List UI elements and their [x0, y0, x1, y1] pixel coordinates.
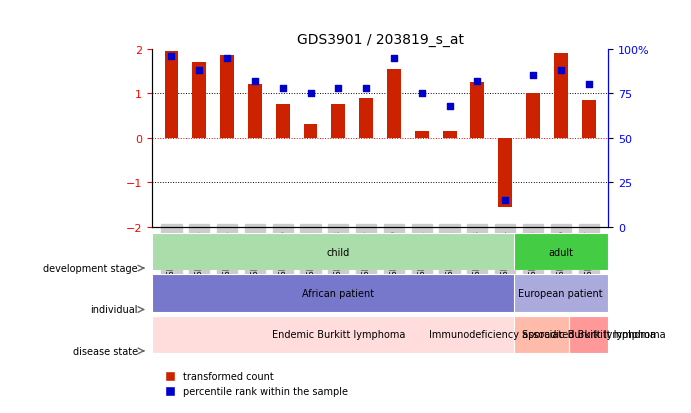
Point — [305, 91, 316, 97]
Text: individual: individual — [91, 305, 138, 315]
Point — [583, 82, 594, 88]
Bar — [276, 105, 290, 138]
Point — [444, 103, 455, 110]
Title: GDS3901 / 203819_s_at: GDS3901 / 203819_s_at — [296, 33, 464, 47]
Point — [556, 68, 567, 74]
Point — [527, 73, 538, 80]
Text: child: child — [327, 247, 350, 257]
Point — [472, 78, 483, 85]
Point — [361, 85, 372, 92]
Bar — [220, 56, 234, 138]
Point — [500, 197, 511, 204]
Bar — [471, 83, 484, 138]
Bar — [526, 94, 540, 138]
Bar — [513, 316, 580, 353]
Text: adult: adult — [548, 247, 574, 257]
Point — [249, 78, 261, 85]
Bar — [387, 69, 401, 138]
Bar — [192, 63, 206, 138]
Bar — [582, 101, 596, 138]
Point — [193, 68, 205, 74]
Point — [333, 85, 344, 92]
Bar — [152, 316, 524, 353]
Bar — [332, 105, 346, 138]
Text: disease state: disease state — [73, 346, 138, 356]
Legend: transformed count, percentile rank within the sample: transformed count, percentile rank withi… — [157, 367, 352, 400]
Bar — [248, 85, 262, 138]
Bar — [443, 132, 457, 138]
Bar — [359, 98, 373, 138]
Point — [222, 55, 233, 62]
Text: development stage: development stage — [44, 263, 138, 273]
Bar — [164, 52, 178, 138]
Text: Sporadic Burkitt lymphoma: Sporadic Burkitt lymphoma — [522, 330, 656, 339]
Bar — [415, 132, 428, 138]
Bar — [554, 54, 568, 138]
Bar — [303, 125, 317, 138]
Text: European patient: European patient — [518, 288, 603, 298]
Bar — [152, 233, 524, 271]
Bar — [152, 275, 524, 312]
Point — [388, 55, 399, 62]
Text: Endemic Burkitt lymphoma: Endemic Burkitt lymphoma — [272, 330, 405, 339]
Bar — [513, 233, 608, 271]
Point — [166, 53, 177, 60]
Text: Immunodeficiency associated Burkitt lymphoma: Immunodeficiency associated Burkitt lymp… — [428, 330, 665, 339]
Bar — [513, 275, 608, 312]
Point — [416, 91, 427, 97]
Text: African patient: African patient — [302, 288, 375, 298]
Bar — [498, 138, 512, 207]
Bar — [569, 316, 608, 353]
Point — [277, 85, 288, 92]
